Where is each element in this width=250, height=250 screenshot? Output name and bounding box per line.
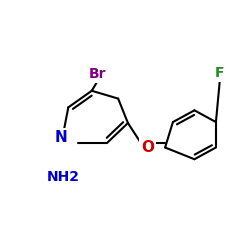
Text: Br: Br <box>89 67 106 81</box>
Text: N: N <box>55 130 68 145</box>
Text: NH2: NH2 <box>47 170 80 184</box>
Text: F: F <box>215 66 224 80</box>
Text: O: O <box>141 140 154 155</box>
